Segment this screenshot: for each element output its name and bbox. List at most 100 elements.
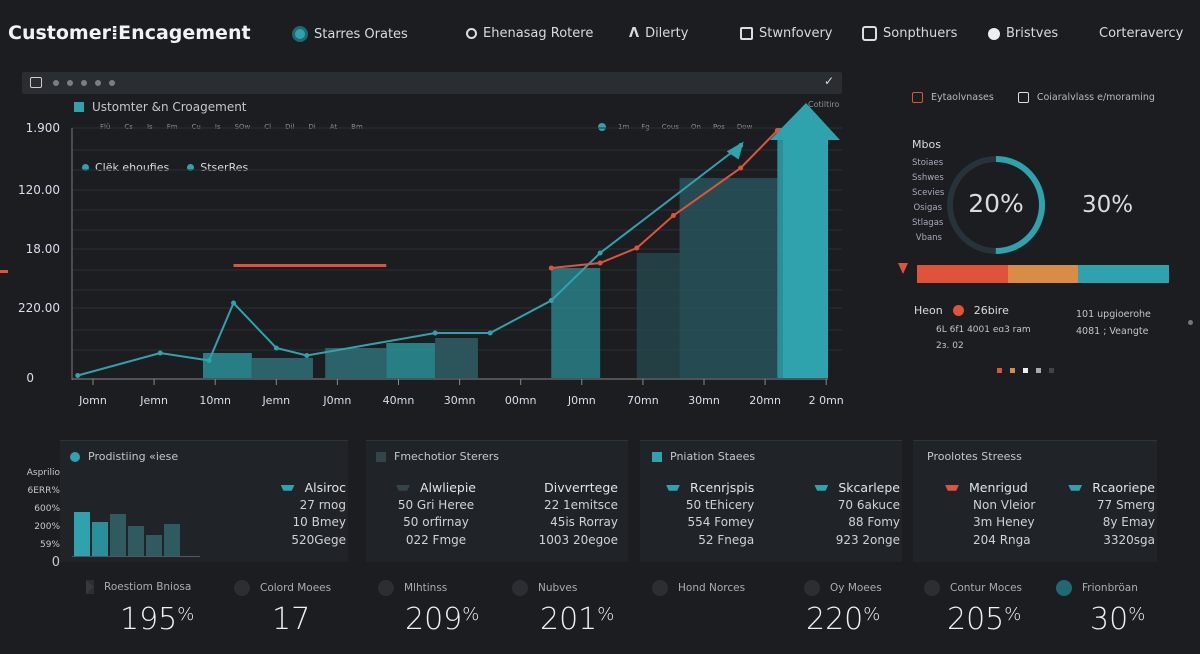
chart-corner-label: Cotiltiro	[808, 100, 840, 109]
nav-item-sonpthuers[interactable]: Sonpthuers	[862, 26, 957, 41]
stat-value: 17	[272, 602, 311, 637]
panel-column: Alwliepie 50 Gri Heree 50 orfirnay 022 Fmge	[396, 480, 476, 547]
panel-proolotes: Proolotes Streess Menrigud Non Vleior 3m H…	[913, 440, 1157, 562]
window-dot	[81, 80, 87, 86]
nav-item-bristves[interactable]: Bristves	[988, 26, 1058, 41]
mini-y-label: 59%	[39, 540, 60, 550]
legend-item[interactable]: Eytaolvnases	[912, 92, 994, 103]
data-point	[432, 330, 438, 336]
dot-icon	[988, 27, 1000, 40]
x-tick-label: 20mn	[749, 394, 781, 407]
side-value: 30%	[1082, 192, 1134, 218]
stat-label: Hond Norces	[652, 580, 745, 596]
stat-label: Frionbröan	[1056, 580, 1138, 596]
page-dot[interactable]	[997, 368, 1002, 373]
panel-column: Divverrtege 22 1emitsce 45is Rorray 1003 20…	[538, 480, 618, 547]
x-tick-label: 30mn	[688, 394, 720, 407]
panel-column: Rcaoriepe 77 Smerg 8y Emay 3320sga	[1068, 479, 1155, 549]
panel-fmechotior: Fmechotior Sterers Alwliepie 50 Gri Heree…	[366, 440, 628, 562]
stat-icon	[378, 580, 394, 596]
chart-bar	[325, 348, 387, 378]
x-tick-label: 70mn	[627, 394, 659, 407]
page-dot[interactable]	[1049, 368, 1054, 373]
key-details: 6L 6f1 4001 eɑ3 ram 2з. 02	[936, 325, 1031, 351]
top-label: Flü	[100, 123, 111, 131]
top-label: Di	[308, 123, 316, 131]
window-dot	[95, 80, 101, 86]
segment	[917, 265, 1008, 283]
dot-icon	[70, 451, 80, 462]
nav-item-starres-orates[interactable]: Starres Orates	[292, 26, 408, 42]
square-icon	[740, 27, 753, 40]
legend-item[interactable]: StserRes	[187, 161, 248, 174]
mini-y-label: 200%	[34, 522, 60, 532]
window-dot	[109, 80, 115, 86]
top-nav: Customer⁞Encagement Starres Orates Ehena…	[0, 0, 1200, 68]
stat-value: 220%	[806, 602, 881, 637]
nav-item-search[interactable]: Ehenasag Rotere	[466, 26, 593, 41]
nav-item-corteravercy[interactable]: Corteravercy	[1099, 26, 1184, 41]
pagination	[997, 368, 1054, 373]
square-icon	[1017, 92, 1029, 103]
flag-icon	[396, 484, 410, 491]
right-label: Pos	[712, 123, 725, 131]
data-point	[273, 345, 279, 351]
mini-y-label: 0	[51, 555, 60, 570]
y-tick-label: 18.00	[26, 242, 60, 256]
panel-title: Fmechotior Sterers	[376, 450, 499, 463]
stat-label: Nubves	[512, 580, 577, 596]
dot-icon	[952, 305, 964, 316]
flag-icon	[814, 484, 829, 491]
data-point	[206, 358, 212, 363]
mini-y-label: Asprilio	[26, 468, 60, 478]
teal-circle-icon	[292, 26, 308, 42]
scroll-dot[interactable]	[1188, 320, 1193, 325]
list-item: Osigas	[913, 203, 942, 213]
panel-column: Menrigud Non Vleior 3m Heney 204 Rnga	[945, 479, 1035, 549]
legend-square-icon	[74, 102, 84, 112]
data-point	[304, 353, 310, 358]
page-dot[interactable]	[1036, 368, 1041, 373]
side-marker	[0, 270, 8, 273]
data-point	[231, 300, 237, 306]
right-list: Stoiaes Sshwes Scevies Osigas Stlagas Vbans	[912, 156, 944, 246]
series-line	[551, 129, 779, 269]
stat-icon	[234, 580, 250, 596]
page-dot[interactable]	[1010, 368, 1015, 373]
square-icon	[376, 451, 386, 462]
chart-bar	[386, 343, 436, 378]
stat-icon	[86, 580, 94, 594]
mini-bar	[110, 514, 126, 556]
top-label: Fm	[166, 123, 178, 131]
mini-y-label: 600%	[34, 504, 60, 514]
mini-bar	[92, 522, 108, 556]
legend-item[interactable]: Coiaralvlass e/moraming	[1017, 92, 1155, 103]
key-row: Heon 26bire	[914, 304, 1009, 317]
chart-bar	[251, 358, 313, 378]
stat-value: 195%	[120, 602, 195, 637]
chart-right-labels: 1m Fg Cous On Pos Dow	[598, 123, 752, 131]
x-tick-label: Jomn	[78, 394, 107, 407]
stat-icon	[1056, 580, 1072, 596]
top-label: At	[329, 123, 338, 131]
segment-bar	[917, 265, 1169, 283]
page-dot[interactable]	[1023, 368, 1028, 373]
data-point	[774, 128, 780, 133]
logo-icon: Λ	[629, 26, 640, 41]
x-tick-label: 10mn	[199, 394, 231, 407]
x-tick-label: Jemn	[261, 394, 290, 407]
data-point	[597, 260, 603, 266]
panel-pniation: Pniation Staees Rcenrjspis 50 tEhicery 554…	[640, 440, 902, 562]
nav-item-stwnfovery[interactable]: Stwnfovery	[740, 26, 832, 41]
right-legend: Eytaolvnases Coiaralvlass e/moraming	[912, 92, 1155, 103]
segment	[1078, 265, 1169, 283]
data-point	[487, 330, 493, 336]
top-label: SOw	[234, 123, 251, 131]
panel-column: Alsiroc 27 rnog 10 Bmey 520Gege	[280, 479, 346, 549]
stat-label: Oy Moees	[804, 580, 882, 596]
legend-item[interactable]: Clëk ehoufies	[82, 161, 169, 174]
list-item: Vbans	[915, 233, 942, 243]
nav-item-dilerty[interactable]: Λ Dilerty	[629, 26, 689, 41]
stat-value: 201%	[540, 602, 615, 637]
check-icon[interactable]: ✓	[823, 74, 834, 88]
